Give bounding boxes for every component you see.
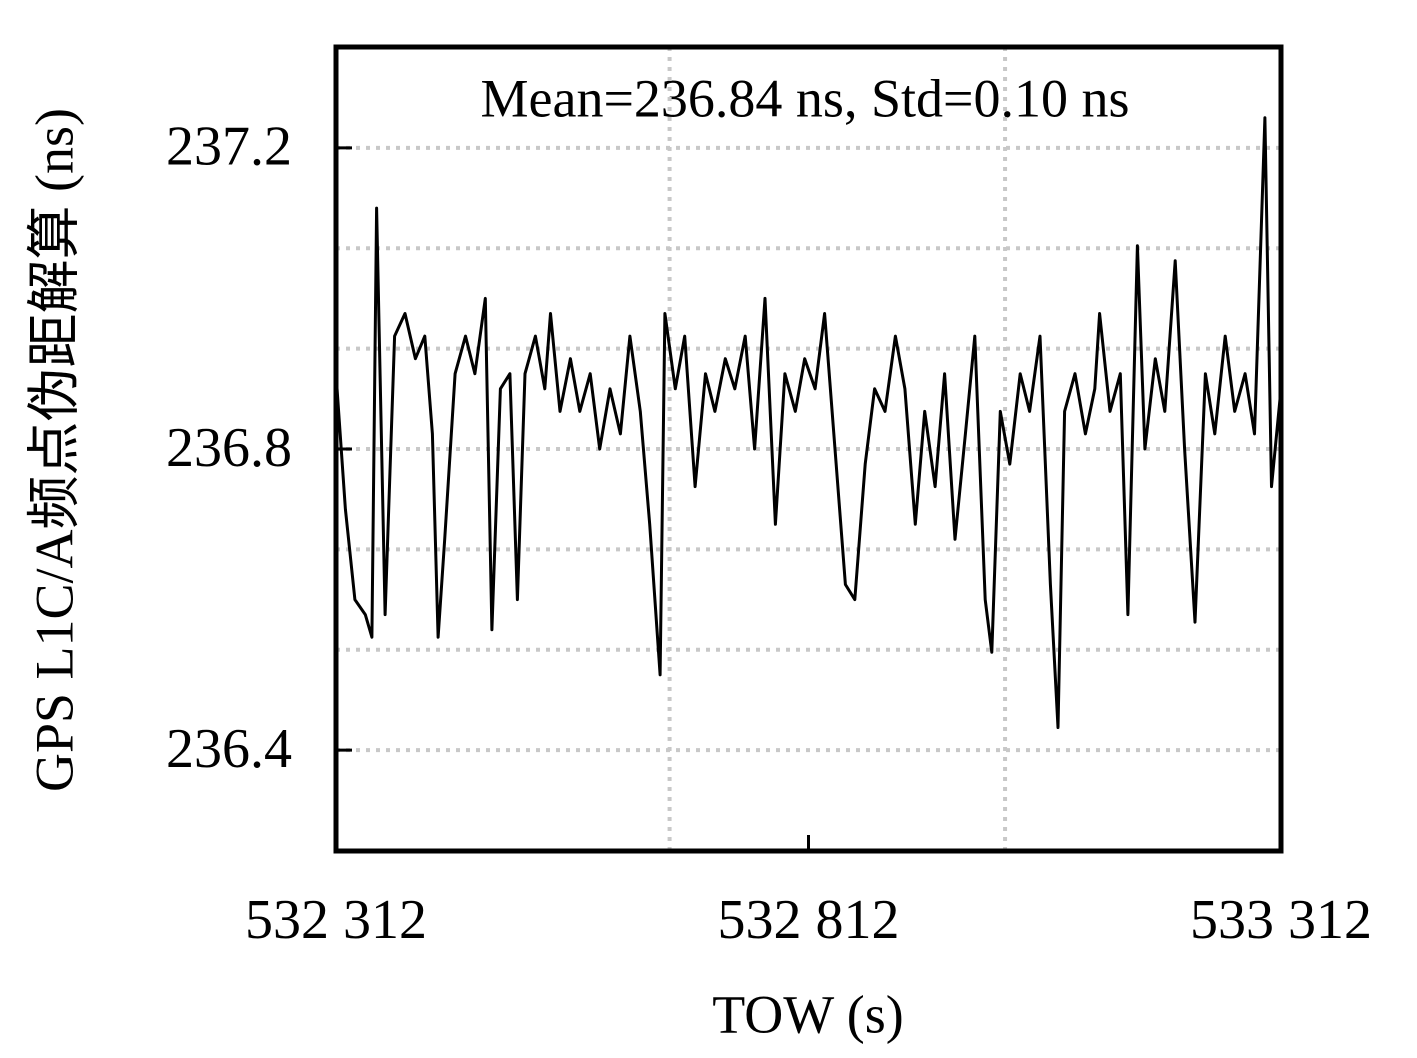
x-tick-label: 532 312 [245,889,427,951]
data-line [334,116,1283,729]
y-tick-label: 237.2 [166,116,292,178]
x-tick-label: 533 312 [1190,889,1372,951]
x-tick-label: 532 812 [718,889,900,951]
y-tick-label: 236.8 [166,417,292,479]
y-axis-label: GPS L1C/A频点伪距解算 (ns) [24,108,84,792]
y-tick-label: 236.4 [166,718,292,780]
x-axis-label: TOW (s) [712,984,903,1044]
annotation: Mean=236.84 ns, Std=0.10 ns [481,68,1130,128]
